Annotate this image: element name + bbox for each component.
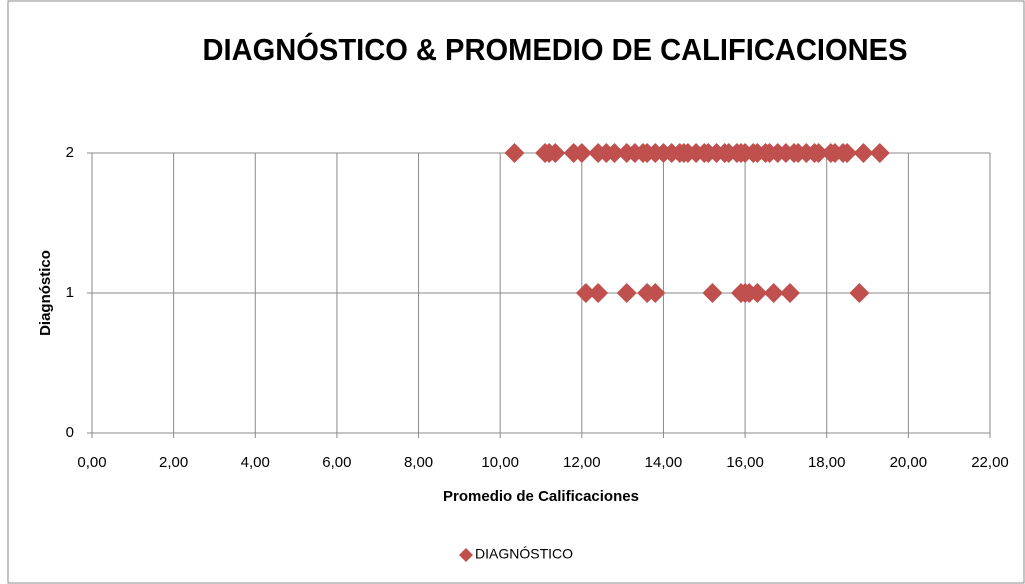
point xyxy=(504,143,525,163)
point xyxy=(645,283,666,303)
x-tick-label: 22,00 xyxy=(971,454,1009,471)
point xyxy=(747,283,768,303)
point xyxy=(616,283,637,303)
point xyxy=(571,143,592,163)
point xyxy=(588,283,609,303)
x-tick-label: 10,00 xyxy=(481,454,519,471)
x-tick-label: 2,00 xyxy=(159,454,188,471)
point xyxy=(849,283,870,303)
x-tick-label: 6,00 xyxy=(322,454,351,471)
x-tick-label: 16,00 xyxy=(726,454,764,471)
point xyxy=(575,283,596,303)
x-tick-label: 0,00 xyxy=(77,454,106,471)
y-tick-label: 2 xyxy=(66,144,74,161)
legend-marker xyxy=(459,548,473,562)
point xyxy=(808,143,829,163)
chart-title: DIAGNÓSTICO & PROMEDIO DE CALIFICACIONES xyxy=(203,31,908,67)
y-tick-label: 0 xyxy=(66,424,74,441)
x-tick-label: 4,00 xyxy=(241,454,270,471)
x-axis-label: Promedio de Calificaciones xyxy=(443,488,639,505)
y-tick-label: 1 xyxy=(66,284,74,301)
point xyxy=(763,283,784,303)
point xyxy=(853,143,874,163)
x-tick-label: 18,00 xyxy=(808,454,846,471)
point xyxy=(869,143,890,163)
point xyxy=(779,283,800,303)
x-tick-label: 14,00 xyxy=(645,454,683,471)
x-tick-label: 20,00 xyxy=(890,454,928,471)
x-tick-label: 12,00 xyxy=(563,454,601,471)
point xyxy=(545,143,566,163)
point xyxy=(702,283,723,303)
y-axis-label: Diagnóstico xyxy=(37,250,54,336)
x-tick-label: 8,00 xyxy=(404,454,433,471)
legend-label: DIAGNÓSTICO xyxy=(475,546,573,562)
point xyxy=(604,143,625,163)
point xyxy=(837,143,858,163)
